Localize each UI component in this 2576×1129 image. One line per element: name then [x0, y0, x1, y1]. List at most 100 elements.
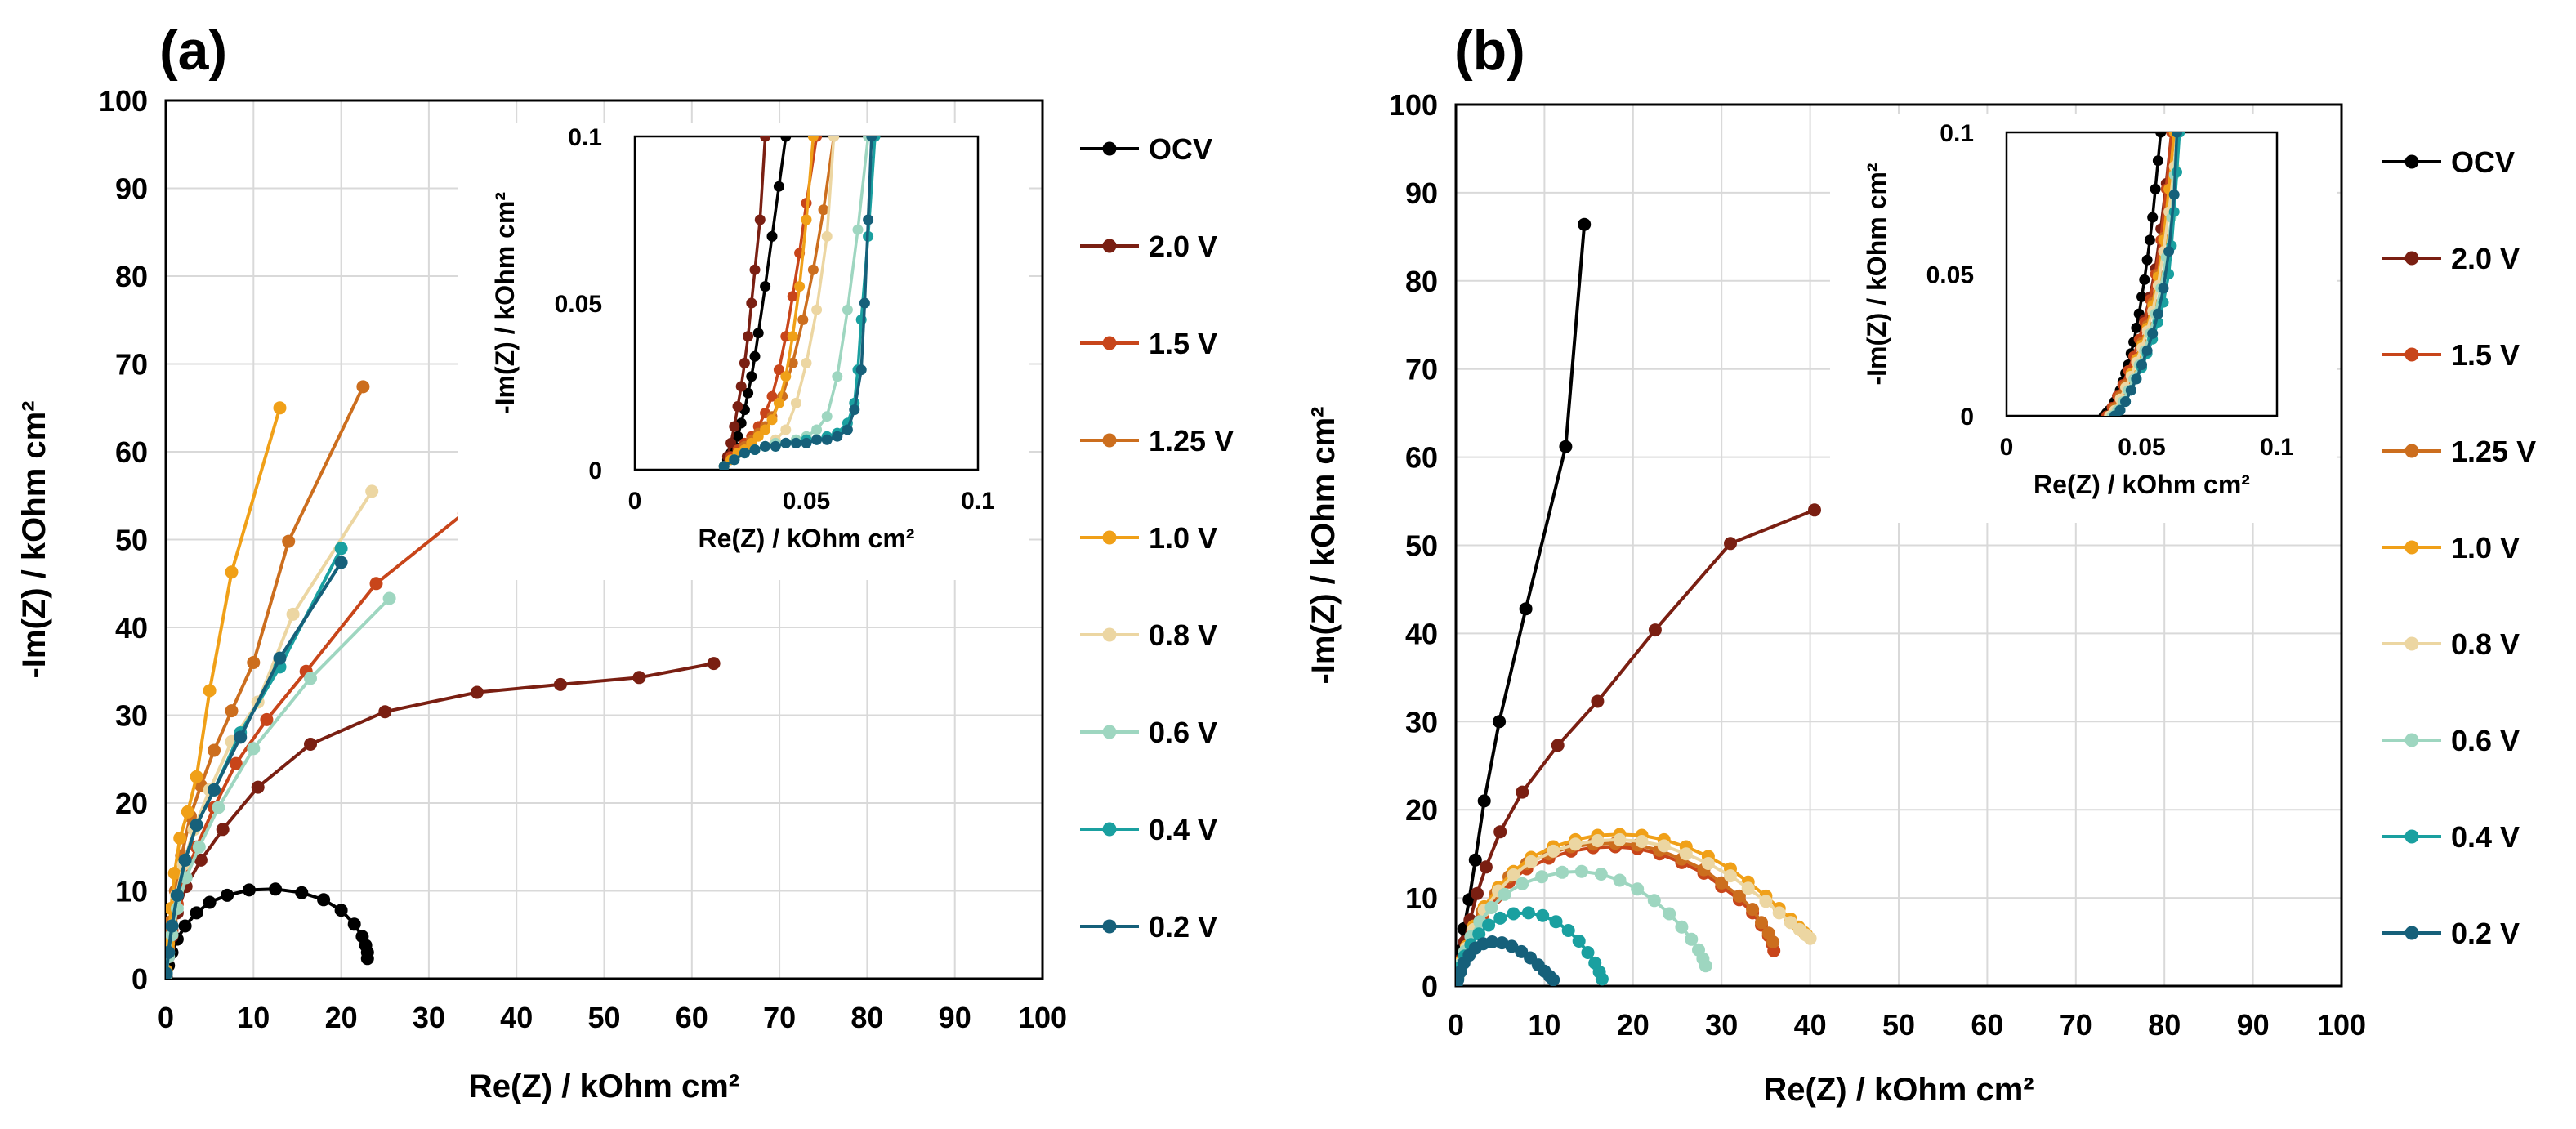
inset-x-tick-label: 0 [2000, 434, 2014, 461]
inset-data-point-1-0-v [787, 331, 798, 342]
inset-data-point-0-2-v [2163, 246, 2175, 257]
inset-data-point-1-25-v [818, 204, 829, 216]
main-data-point-0-8-v [1772, 906, 1786, 920]
main-data-point-1-25-v [1732, 889, 1746, 903]
inset-data-point-0-6-v [842, 304, 853, 315]
main-data-point-0-8-v [1701, 857, 1715, 870]
main-data-point-1-25-v [356, 380, 370, 394]
main-data-point-0-2-v [190, 818, 203, 832]
inset-data-point-2-0-v [743, 331, 754, 342]
main-data-point-1-25-v [225, 704, 239, 718]
main-data-point-1-0-v [273, 401, 287, 415]
legend-label: 0.6 V [2451, 724, 2520, 757]
main-data-point-1-0-v [203, 684, 217, 698]
inset-data-point-0-2-v [821, 434, 833, 445]
legend-swatch-marker [2404, 829, 2419, 844]
main-plot-frame [1454, 103, 2343, 988]
inset-data-point-0-8-v [780, 424, 792, 435]
main-data-point-0-4-v [1507, 907, 1520, 921]
main-data-point-1-5-v [229, 756, 243, 770]
main-data-point-0-8-v [1635, 835, 1649, 848]
main-data-point-0-4-v [1472, 927, 1486, 941]
inset-data-point-0-2-v [749, 444, 761, 455]
main-data-point-1-0-v [173, 832, 187, 845]
main-data-point-0-8-v [1741, 881, 1755, 895]
inset-data-point-1-25-v [807, 264, 819, 275]
main-data-point-0-4-v [1549, 915, 1563, 929]
main-data-point-0-6-v [1647, 894, 1661, 908]
main-data-point-0-6-v [1631, 882, 1645, 896]
inset-data-point-ocv [732, 431, 743, 442]
main-x-tick-label: 100 [1018, 1001, 1067, 1034]
legend-swatch-marker [2404, 251, 2419, 266]
main-data-point-ocv [178, 919, 192, 933]
main-data-point-ocv [269, 882, 283, 896]
inset-data-point-ocv [743, 387, 754, 399]
main-data-point-0-6-v [1556, 865, 1569, 879]
main-data-point-0-2-v [166, 919, 179, 933]
main-data-point-2-0-v [1724, 537, 1737, 551]
main-data-point-1-0-v [225, 565, 239, 579]
main-data-point-0-8-v [1784, 916, 1797, 930]
legend-swatch-marker [1102, 141, 1117, 156]
main-plot-frame [164, 99, 1044, 980]
legend-label: 1.25 V [1149, 424, 1234, 457]
main-data-point-1-25-v [282, 534, 296, 548]
main-x-tick-label: 0 [1448, 1008, 1464, 1042]
y-axis-label: -Im(Z) / kOhm cm² [16, 400, 52, 678]
main-data-point-0-2-v [1547, 973, 1560, 986]
inset-data-point-0-4-v [2172, 167, 2182, 178]
inset-plot-frame [633, 135, 980, 471]
inset-data-point-0-2-v [2125, 385, 2136, 396]
main-data-point-2-0-v [1648, 623, 1662, 637]
main-x-tick-label: 90 [939, 1001, 971, 1034]
main-data-point-ocv [1493, 715, 1507, 729]
inset-data-point-0-6-v [821, 411, 833, 422]
main-data-point-2-0-v [553, 677, 567, 691]
inset-data-point-0-2-v [832, 431, 843, 442]
inset-data-point-1-25-v [797, 314, 809, 325]
inset-x-axis-label: Re(Z) / kOhm cm² [699, 524, 915, 553]
inset-data-point-0-2-v [760, 440, 771, 452]
legend-label: 1.5 V [2451, 338, 2520, 372]
main-y-tick-label: 90 [115, 172, 148, 206]
main-x-tick-label: 30 [1705, 1008, 1738, 1042]
main-data-point-1-25-v [1746, 903, 1760, 917]
inset-data-point-1-5-v [787, 291, 798, 302]
legend-swatch-marker [2404, 926, 2419, 940]
inset-data-point-ocv [2152, 155, 2163, 167]
inset-y-tick-label: 0 [1960, 404, 1974, 431]
main-data-point-0-4-v [1572, 935, 1586, 948]
main-y-tick-label: 70 [1405, 353, 1438, 386]
inset-data-point-0-2-v [2120, 396, 2132, 408]
legend-swatch-marker [2404, 347, 2419, 362]
main-data-point-ocv [360, 952, 374, 966]
main-x-tick-label: 40 [500, 1001, 533, 1034]
inset-data-point-0-6-v [811, 424, 823, 435]
inset-data-point-0-2-v [790, 437, 801, 448]
main-x-tick-label: 0 [158, 1001, 174, 1034]
main-data-point-2-0-v [251, 780, 265, 794]
main-x-tick-label: 100 [2317, 1008, 2366, 1042]
main-data-point-1-5-v [369, 577, 383, 591]
main-x-tick-label: 50 [1882, 1008, 1915, 1042]
main-data-point-0-6-v [1498, 887, 1511, 901]
legend-swatch-marker [1102, 530, 1117, 545]
main-y-tick-label: 10 [115, 875, 148, 908]
main-data-point-0-8-v [1507, 868, 1520, 881]
main-x-tick-label: 60 [1971, 1008, 2003, 1042]
main-data-point-2-0-v [378, 705, 392, 719]
main-data-point-1-5-v [260, 712, 274, 726]
inset-data-point-ocv [2155, 132, 2167, 138]
inset-data-point-2-0-v [725, 437, 737, 448]
legend-swatch-marker [1102, 822, 1117, 837]
main-data-point-0-8-v [1569, 837, 1583, 851]
inset-data-point-0-2-v [739, 448, 750, 459]
main-data-point-0-8-v [1759, 895, 1773, 908]
inset-data-point-0-2-v [2172, 132, 2182, 138]
main-data-point-0-2-v [178, 853, 192, 867]
main-y-tick-label: 10 [1405, 881, 1438, 915]
main-data-point-2-0-v [632, 671, 646, 685]
main-y-tick-label: 30 [1405, 705, 1438, 739]
inset-data-point-2-0-v [746, 297, 757, 309]
